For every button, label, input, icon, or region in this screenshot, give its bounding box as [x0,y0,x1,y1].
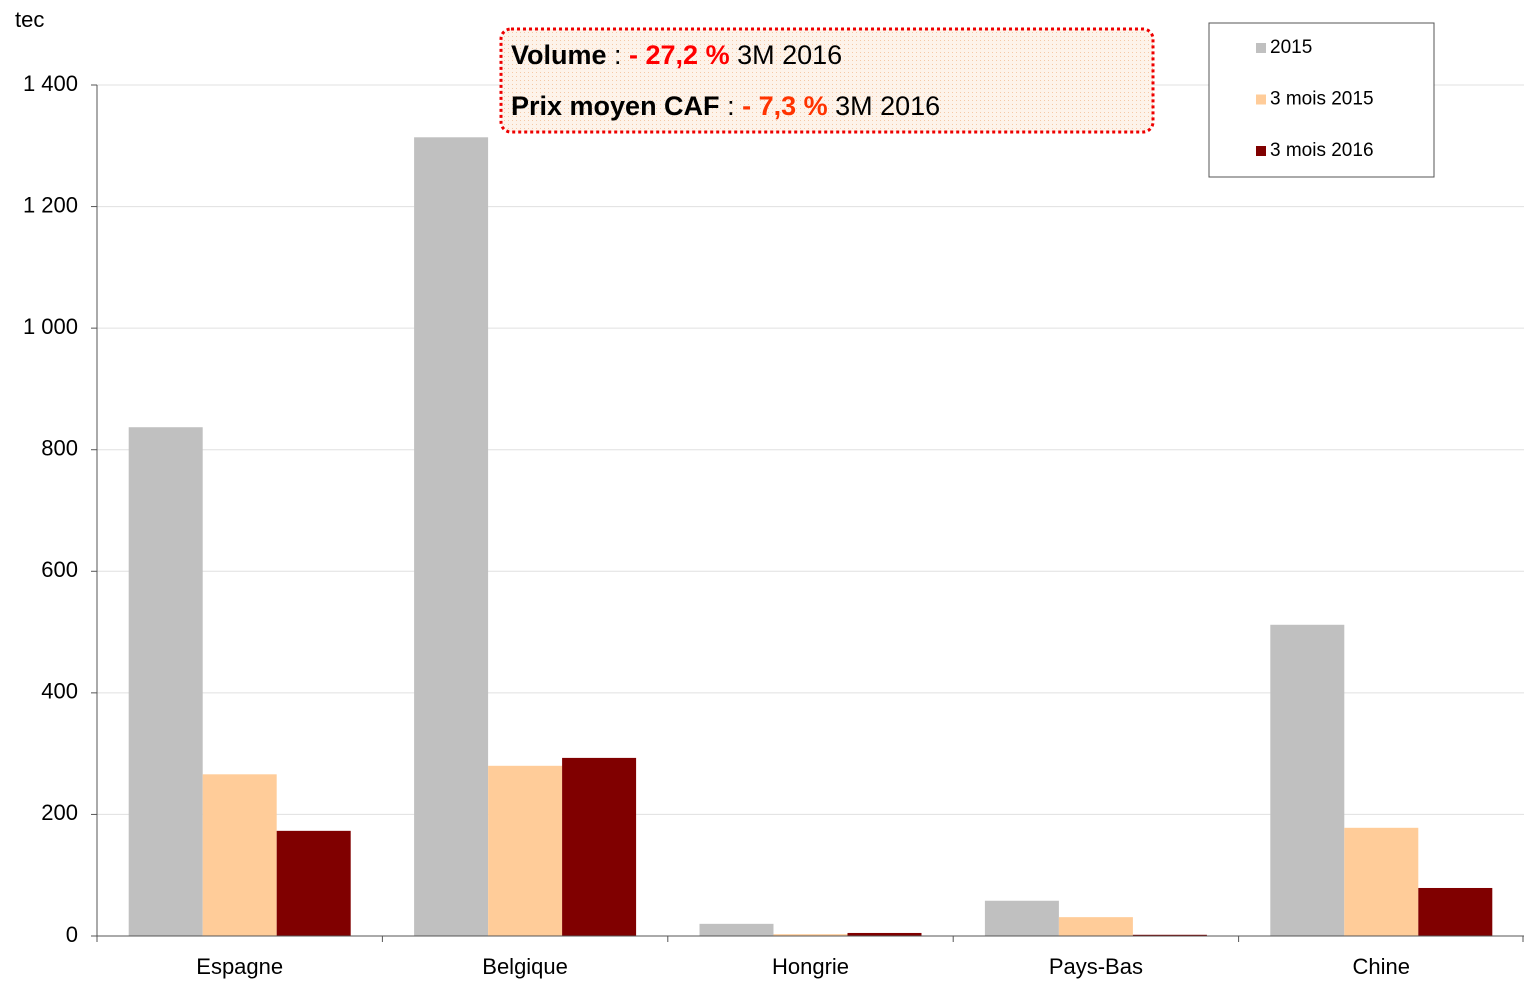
annotation-part: - 7,3 % [742,91,828,121]
annotation-part: Prix moyen CAF [511,91,720,121]
bar [847,932,922,936]
y-tick-label: 800 [41,436,78,461]
x-tick-label: Belgique [482,954,568,979]
bar [128,427,203,936]
bar [1418,887,1493,936]
x-tick-label: Hongrie [772,954,849,979]
x-tick-label: Chine [1353,954,1410,979]
annotation-box [499,27,1155,134]
y-tick-label: 1 000 [23,314,78,339]
bar [414,137,489,937]
bar [1058,917,1133,936]
bar [276,830,351,936]
annotation: Volume : - 27,2 % 3M 2016 [511,40,842,70]
annotation-part: : [607,40,630,70]
x-tick-label: Espagne [196,954,283,979]
bar [1344,827,1419,936]
bar [1132,934,1207,936]
bar [1270,624,1345,936]
legend-box [1208,22,1435,178]
legend-swatch [1256,43,1266,53]
y-tick-label: 200 [41,800,78,825]
x-tick-label: Pays-Bas [1049,954,1143,979]
legend-label: 3 mois 2015 [1270,89,1374,110]
plot-area [97,84,1524,937]
annotation-part: 3M 2016 [828,91,941,121]
bar [699,923,774,936]
annotation-part: Volume [511,40,607,70]
bar [562,757,637,936]
y-tick-label: 1 200 [23,192,78,217]
legend-swatch [1256,146,1266,156]
bar [984,900,1059,936]
annotation-part: : [720,91,743,121]
legend-label: 3 mois 2016 [1270,140,1374,161]
legend-swatch [1256,94,1266,105]
y-axis-label: tec [15,7,44,32]
annotation-part: - 27,2 % [629,40,730,70]
y-tick-label: 0 [66,922,78,947]
bar [202,774,277,936]
bar [773,934,848,936]
y-tick-label: 600 [41,557,78,582]
annotation: Prix moyen CAF : - 7,3 % 3M 2016 [511,91,940,121]
legend-label: 2015 [1270,37,1312,58]
y-tick-label: 400 [41,679,78,704]
y-tick-label: 1 400 [23,71,78,96]
annotation-part: 3M 2016 [730,40,843,70]
bar [488,765,563,936]
